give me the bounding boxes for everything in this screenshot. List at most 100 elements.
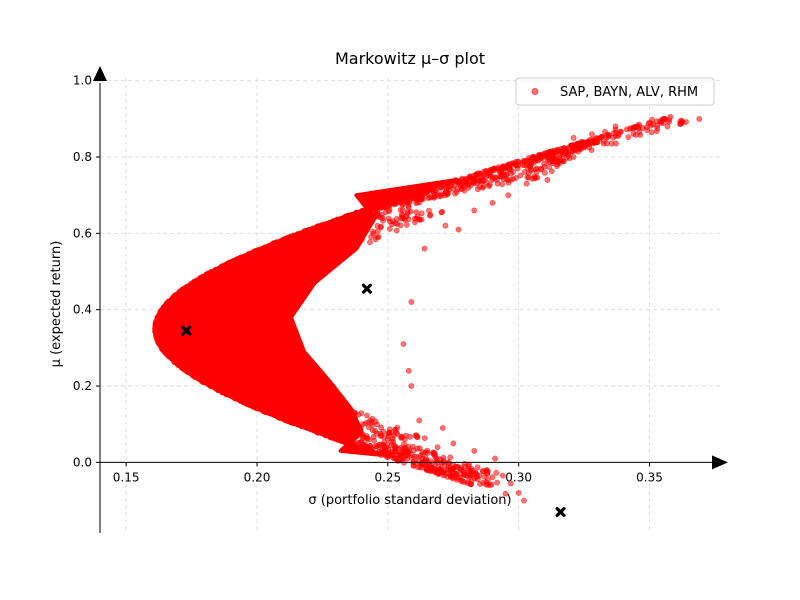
data-point [418,464,425,471]
x-marker [361,283,372,294]
data-point [596,135,603,142]
data-point [502,490,509,497]
data-point [385,215,392,222]
y-tick-label: 0.8 [73,150,92,164]
data-point [386,226,393,232]
data-point [549,158,556,165]
y-tick-label: 0.2 [73,379,92,393]
data-point [405,450,412,456]
data-point [476,472,483,479]
data-point [457,474,464,481]
data-point [416,417,423,424]
data-point [654,122,660,129]
x-marker [181,325,192,336]
data-point [399,201,406,208]
data-point [505,162,512,169]
data-point [413,453,420,460]
data-point [480,168,487,175]
data-point [667,114,674,120]
data-point [431,449,438,456]
data-point [374,234,380,240]
data-point [402,216,408,223]
data-point [404,210,411,217]
data-point [696,116,703,122]
data-point [570,154,577,160]
data-point [493,469,500,476]
data-point [630,124,637,131]
legend: SAP, BAYN, ALV, RHM [515,77,715,106]
data-point [438,192,445,199]
data-point [521,497,527,504]
data-point [455,226,462,233]
data-point [393,227,400,234]
data-point [427,467,434,474]
x-tick-label: 0.35 [636,470,663,484]
data-point [426,207,432,214]
data-point [405,367,412,374]
data-point [421,435,428,441]
marker-points [181,283,566,518]
data-point [541,169,548,176]
data-point [636,128,643,135]
data-point [683,119,689,125]
data-point [489,177,495,183]
x-marker [555,507,566,518]
data-point [371,437,377,444]
data-point [658,118,664,125]
data-point [677,118,684,125]
data-point [527,162,534,169]
data-point [367,239,373,246]
data-point [474,464,481,471]
data-point [480,468,486,475]
y-tick-label: 0.0 [73,455,92,469]
data-point [408,383,415,389]
y-tick-label: 1.0 [73,74,92,88]
chart-title: Markowitz μ–σ plot [335,49,485,68]
axes [93,66,728,533]
data-point [487,171,494,178]
data-point [570,134,577,141]
data-point [612,126,619,133]
data-point [414,213,421,220]
data-point [421,245,428,252]
data-point [365,424,372,431]
data-point [435,463,442,470]
data-point [414,445,421,452]
data-point [499,181,505,188]
data-point [439,425,446,431]
data-point [466,461,472,468]
legend-box [515,77,715,106]
data-point [384,435,391,442]
data-point [544,176,551,183]
data-point [402,432,409,439]
data-point [649,116,655,123]
data-point [510,168,516,175]
data-point [381,443,388,450]
data-point [442,222,449,229]
data-point [418,210,425,217]
data-point [664,123,671,130]
data-point [483,479,490,485]
data-point [471,447,478,454]
data-point [424,450,431,456]
legend-marker [531,88,539,95]
legend-label: SAP, BAYN, ALV, RHM [560,85,698,100]
data-point [442,190,449,196]
scatter-points [152,114,703,504]
data-point [617,128,624,135]
data-point [492,455,498,462]
x-axis-arrow [712,455,728,470]
data-point [525,170,532,177]
data-point [505,192,512,199]
data-point [532,174,539,181]
data-point [365,436,372,443]
data-point [552,149,559,156]
tick-labels: 0.15 0.20 0.25 0.30 0.35 0.0 0.2 0.4 0.6 0.8 1.0 [73,74,663,485]
data-point [548,168,555,175]
data-point [623,126,630,133]
data-point [363,412,370,419]
data-point [499,472,506,479]
data-point [546,163,552,170]
data-point [578,138,585,145]
